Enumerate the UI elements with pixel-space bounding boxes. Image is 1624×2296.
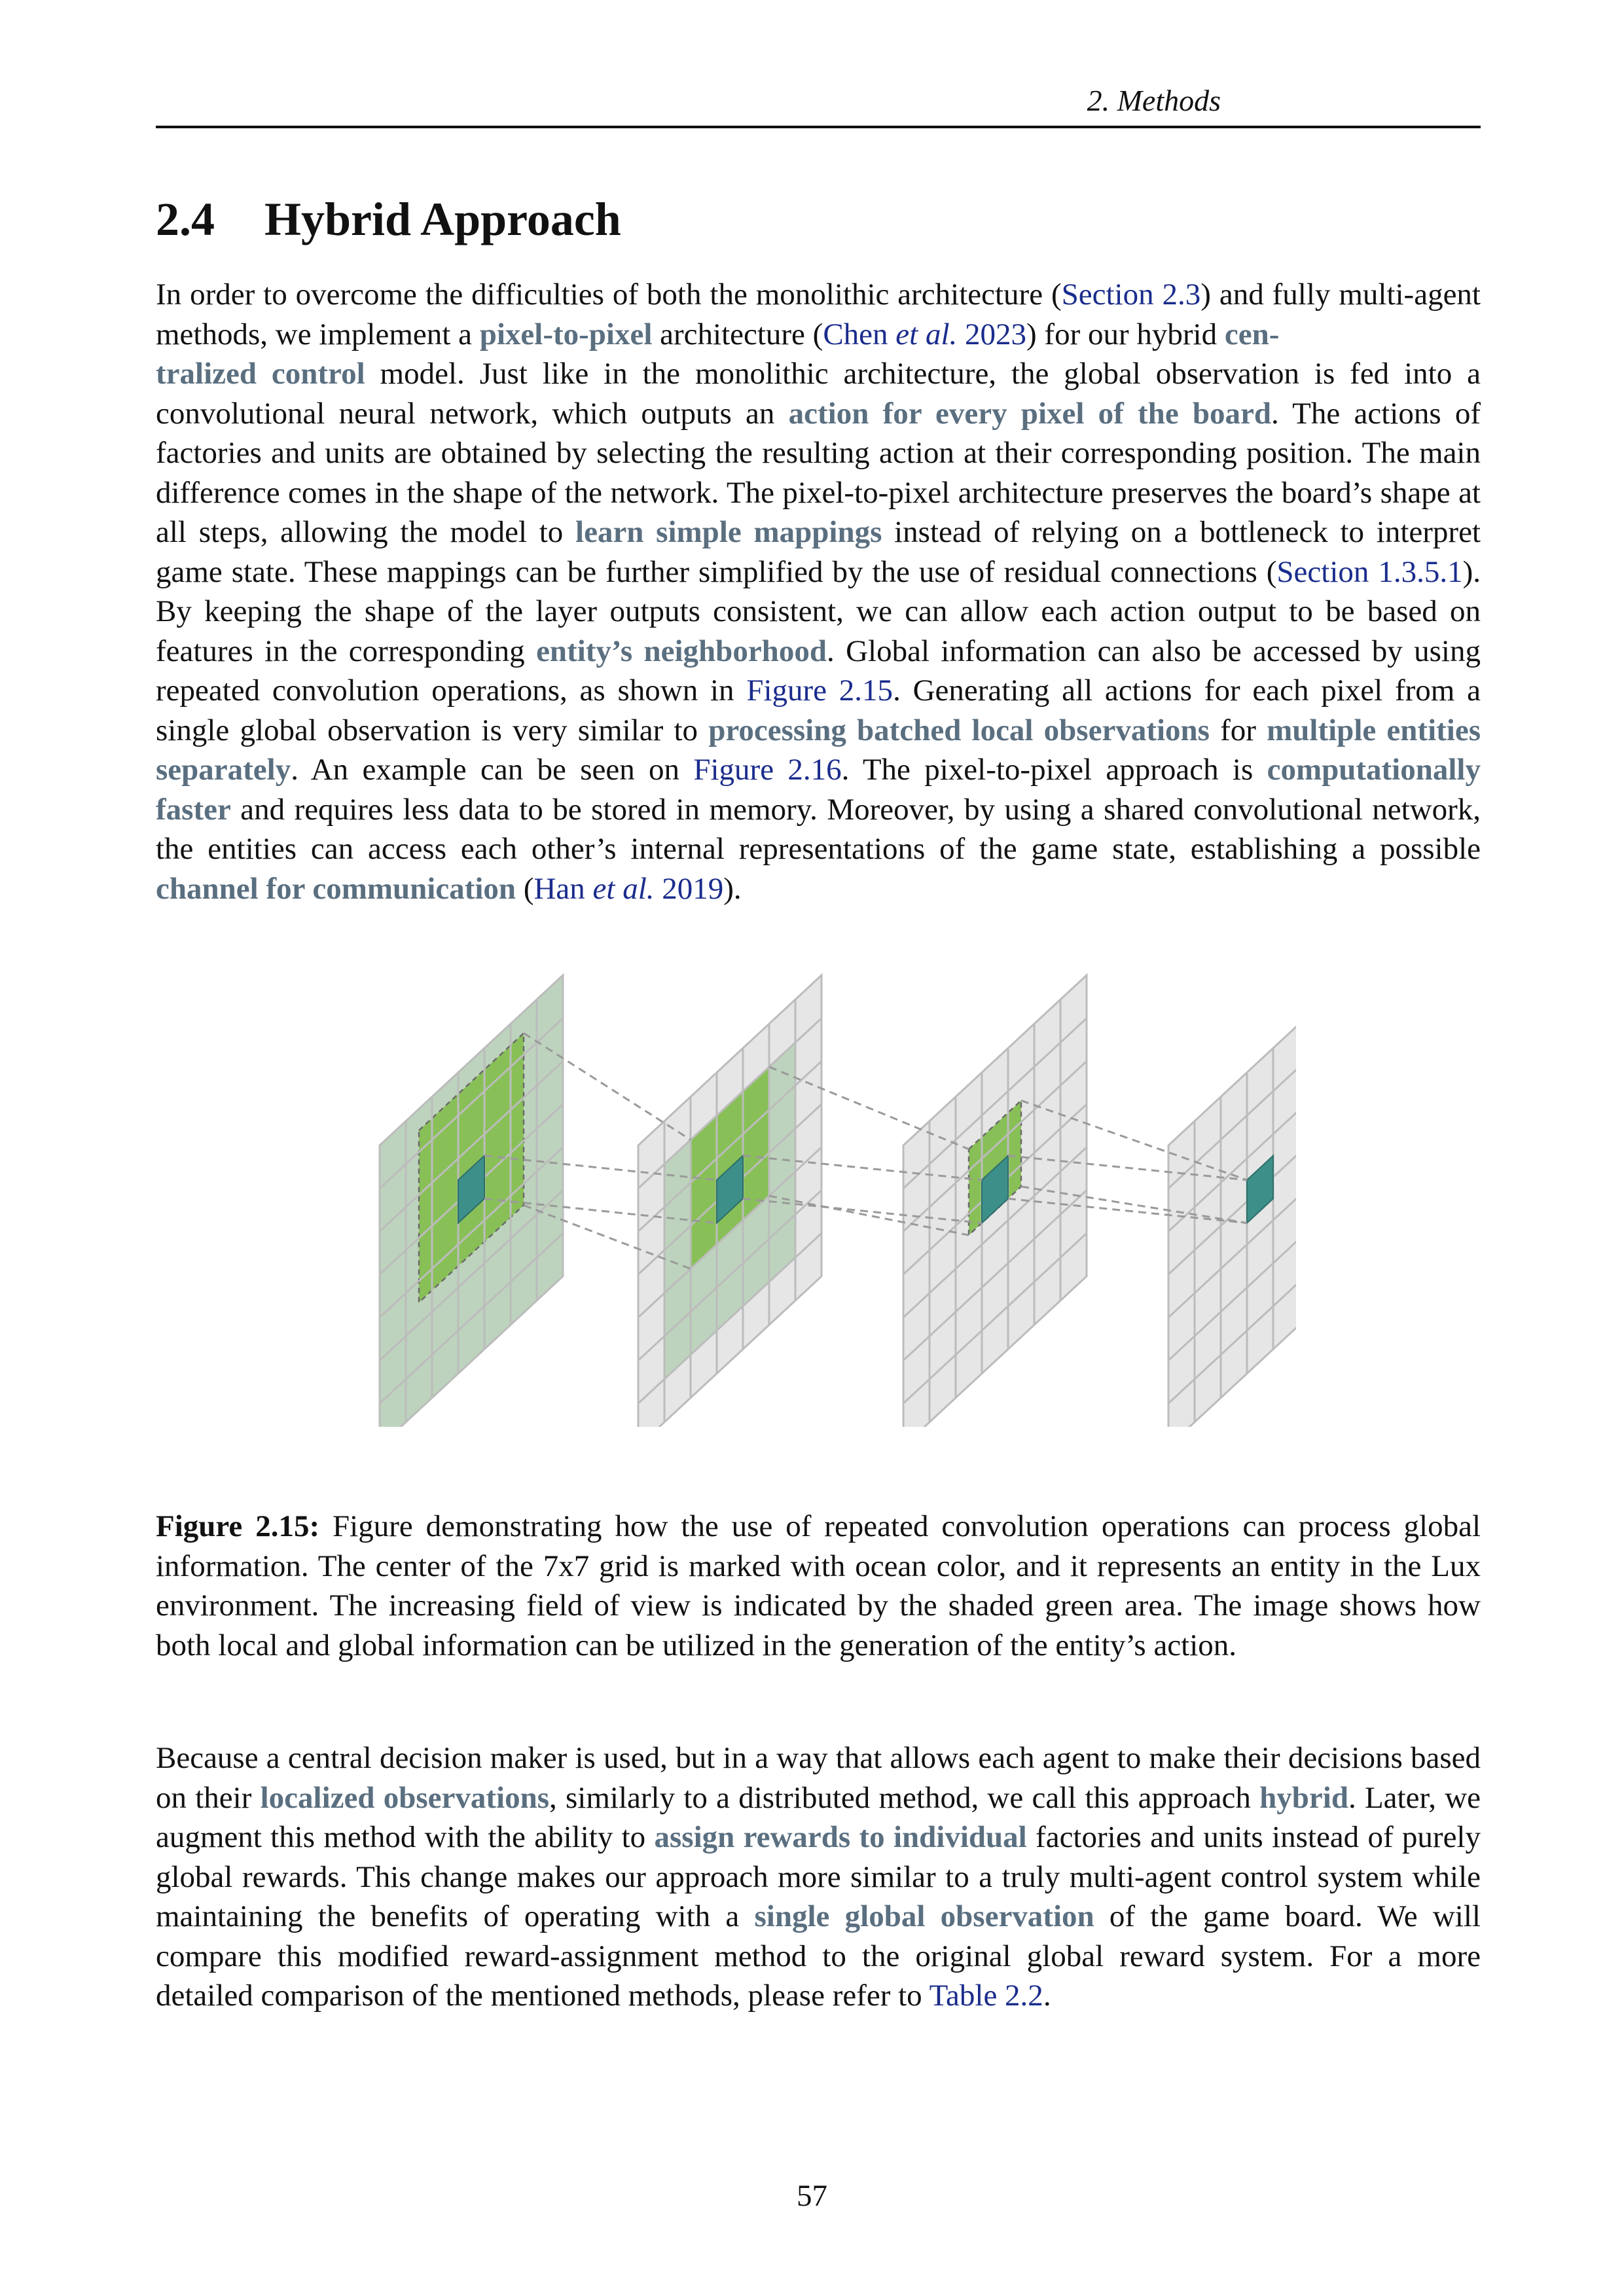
keyword-centralized-control: cen-tralized control [156, 317, 1279, 391]
convolution-field-diagram [378, 973, 1296, 1427]
grid-line [902, 1189, 1088, 1361]
ref-table-2-2[interactable]: Table 2.2 [929, 1979, 1043, 2013]
text-run: ( [516, 871, 534, 906]
figure-2-15 [367, 969, 1296, 1427]
dashed-connector [1020, 1100, 1248, 1181]
grid-line [378, 1146, 564, 1318]
text-run: of the game board. We will compare this … [156, 1899, 1481, 2013]
ref-figure-2-16[interactable]: Figure 2.16 [693, 753, 842, 787]
running-header: 2. Methods [157, 81, 1479, 120]
dashed-connector [742, 1155, 983, 1181]
section-heading: 2.4 Hybrid Approach [156, 190, 621, 249]
grid-line [637, 1017, 823, 1189]
text-run: instead of relying on a bottleneck to in… [156, 515, 1481, 589]
keyword-localized-observations: localized observations [260, 1780, 550, 1815]
figure-label: Figure 2.15: [156, 1509, 320, 1543]
keyword-entity-neighborhood: entity’s neighborhood [536, 634, 827, 668]
citation-author: Han [533, 871, 593, 906]
dashed-connector [768, 1194, 969, 1236]
keyword-multiple-entities: multiple entities separately [156, 713, 1481, 787]
grid-line [902, 1232, 1088, 1405]
text-run: ) and fully multi-agent methods, we impl… [156, 278, 1481, 351]
figure-caption-text: Figure demonstrating how the use of repe… [156, 1509, 1481, 1662]
grid-line [637, 1189, 823, 1361]
citation-han-2019[interactable]: Han et al. 2019 [533, 872, 723, 906]
text-run: factories and units instead of purely gl… [156, 1820, 1481, 1933]
paragraph-1: In order to overcome the difficulties of… [156, 275, 1481, 908]
center-entity-cell-3 [981, 1154, 1009, 1225]
grid-line [902, 1017, 1088, 1189]
text-run: . An example can be seen on [291, 753, 694, 787]
keyword-learn-simple-mappings: learn simple mappings [575, 515, 882, 549]
keyword-channel-communication: channel for communication [156, 871, 516, 906]
text-run: . Later, we augment this method with the… [156, 1780, 1481, 1855]
grid-line [378, 1017, 564, 1189]
center-entity-cell-4 [1246, 1154, 1274, 1225]
header-rule [156, 126, 1481, 128]
text-run: . Global information can also be accesse… [156, 634, 1481, 708]
dashed-connector [1007, 1197, 1248, 1225]
text-run: model. Just like in the monolithic archi… [156, 357, 1481, 431]
keyword-assign-rewards: assign rewards to individual [654, 1820, 1027, 1854]
dashed-connector [768, 1066, 969, 1151]
keyword-pixel-to-pixel: pixel-to-pixel [479, 317, 653, 351]
citation-chen-2023[interactable]: Chen et al. 2023 [823, 317, 1026, 351]
text-run: . Generating all actions for each pixel … [156, 673, 1481, 747]
running-header-title: 2. Methods [1087, 84, 1221, 117]
keyword-batched-local-observations: processing batched local observations [708, 713, 1210, 747]
text-run: . [1043, 1979, 1051, 2013]
ref-section-1-3-5-1[interactable]: Section 1.3.5.1 [1276, 554, 1463, 589]
text-run: architecture ( [652, 317, 823, 351]
text-run: for [1209, 713, 1267, 747]
text-run: . The actions of factories and units are… [156, 396, 1481, 550]
grid-line [1167, 1068, 1296, 1189]
text-run: In order to overcome the difficulties of… [156, 278, 1062, 312]
grid-line [1167, 1111, 1296, 1232]
grid-line [637, 1060, 823, 1232]
text-run: ) for our hybrid [1026, 317, 1225, 351]
keyword-computationally-faster: computationally faster [156, 753, 1481, 827]
grid-line [1167, 1197, 1296, 1318]
grid-line [378, 1232, 564, 1405]
grid-line [1167, 1283, 1296, 1405]
ref-figure-2-15[interactable]: Figure 2.15 [746, 673, 893, 708]
citation-year: 2023 [957, 317, 1027, 351]
grid-line [902, 1060, 1088, 1232]
grid-line [637, 1232, 823, 1405]
dashed-connector [523, 1204, 691, 1270]
text-run: Because a central decision maker is used… [156, 1741, 1481, 1815]
text-run: ). [723, 871, 742, 906]
text-run: , similarly to a distributed method, we … [549, 1780, 1260, 1815]
keyword-part: cen- [1224, 317, 1280, 351]
section-title: Hybrid Approach [264, 193, 621, 245]
ref-section-2-3[interactable]: Section 2.3 [1061, 278, 1201, 312]
grid-line [902, 1146, 1088, 1318]
citation-etal: et al. [592, 871, 655, 906]
citation-year: 2019 [654, 871, 724, 906]
grid-line [1167, 1240, 1296, 1361]
dashed-connector [1007, 1155, 1248, 1181]
section-number: 2.4 [156, 193, 215, 245]
keyword-part: tralized control [156, 357, 365, 391]
citation-etal: et al. [895, 317, 958, 351]
text-run: ). By keeping the shape of the layer out… [156, 554, 1481, 668]
keyword-hybrid: hybrid [1259, 1780, 1348, 1815]
citation-author: Chen [823, 317, 896, 351]
paragraph-2: Because a central decision maker is used… [156, 1738, 1481, 2016]
figure-caption: Figure 2.15: Figure demonstrating how th… [156, 1507, 1481, 1665]
text-run: and requires less data to be stored in m… [156, 792, 1481, 867]
dashed-connector [742, 1197, 983, 1225]
dashed-connector [1020, 1185, 1248, 1225]
text-run: . The pixel-to-pixel approach is [841, 753, 1267, 787]
page-number: 57 [797, 2179, 827, 2213]
keyword-single-global-observation: single global observation [754, 1899, 1094, 1933]
grid-line [378, 1060, 564, 1232]
dashed-connector [523, 1032, 691, 1141]
grid-layer-4 [1167, 1025, 1296, 1427]
center-entity-cell-1 [458, 1154, 485, 1225]
grid-line [637, 1146, 823, 1318]
grid-line [378, 1189, 564, 1361]
keyword-action-every-pixel: action for every pixel of the board [788, 396, 1272, 431]
center-entity-cell-2 [716, 1154, 744, 1225]
